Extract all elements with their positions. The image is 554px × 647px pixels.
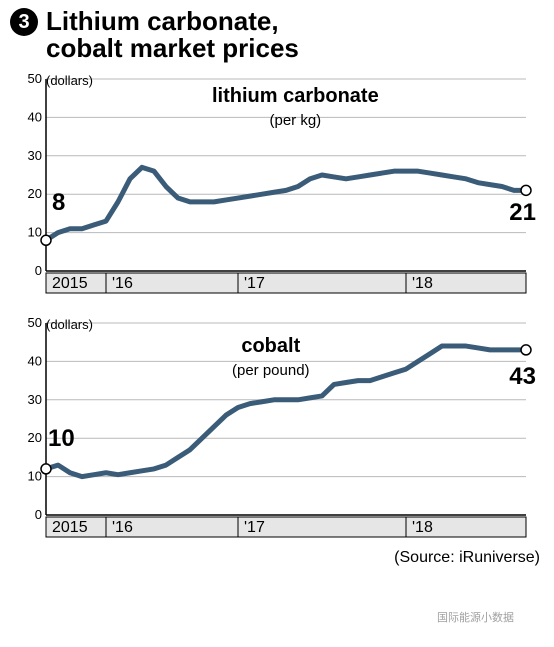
svg-text:'17: '17	[244, 519, 265, 536]
series-label-lithium: lithium carbonate (per kg)	[212, 85, 379, 131]
svg-text:'16: '16	[112, 275, 133, 292]
cobalt-chart: 0 10 20 30 40 50 2015 '16 '17 '18 (dollars) cobal…	[12, 315, 542, 545]
end-value-cobalt: 43	[509, 363, 536, 391]
svg-text:20: 20	[28, 186, 42, 201]
end-value-lithium: 21	[509, 199, 536, 227]
chart-title: Lithium carbonate, cobalt market prices	[46, 8, 299, 63]
svg-text:2015: 2015	[52, 519, 88, 536]
svg-text:10: 10	[28, 468, 42, 483]
y-unit-label: (dollars)	[46, 317, 93, 332]
svg-text:30: 30	[28, 147, 42, 162]
series-label-cobalt: cobalt (per pound)	[232, 335, 310, 381]
svg-text:'16: '16	[112, 519, 133, 536]
series-name: lithium carbonate	[212, 85, 379, 107]
svg-text:'17: '17	[244, 275, 265, 292]
svg-text:'18: '18	[412, 519, 433, 536]
series-unit: (per pound)	[232, 362, 310, 379]
start-value-lithium: 8	[52, 189, 65, 217]
badge-number: 3	[10, 8, 38, 36]
svg-text:'18: '18	[412, 275, 433, 292]
y-unit-label: (dollars)	[46, 73, 93, 88]
svg-text:50: 50	[28, 71, 42, 86]
lithium-chart: 0 10 20 30 40 50 2015 '16 '17 '18 (dollars) lithi…	[12, 71, 542, 301]
title-line-2: cobalt market prices	[46, 33, 299, 63]
watermark-text: 国际能源小数据	[437, 609, 514, 625]
title-line-1: Lithium carbonate,	[46, 6, 279, 36]
chart-header: 3 Lithium carbonate, cobalt market price…	[0, 0, 554, 67]
series-name: cobalt	[241, 335, 300, 357]
start-value-cobalt: 10	[48, 425, 75, 453]
series-unit: (per kg)	[270, 112, 322, 129]
svg-text:2015: 2015	[52, 275, 88, 292]
svg-text:50: 50	[28, 315, 42, 330]
svg-text:0: 0	[35, 507, 42, 522]
svg-text:40: 40	[28, 109, 42, 124]
svg-text:10: 10	[28, 224, 42, 239]
svg-text:20: 20	[28, 430, 42, 445]
source-text: (Source: iRuniverse)	[0, 545, 554, 567]
svg-text:40: 40	[28, 353, 42, 368]
svg-text:0: 0	[35, 263, 42, 278]
svg-text:30: 30	[28, 391, 42, 406]
